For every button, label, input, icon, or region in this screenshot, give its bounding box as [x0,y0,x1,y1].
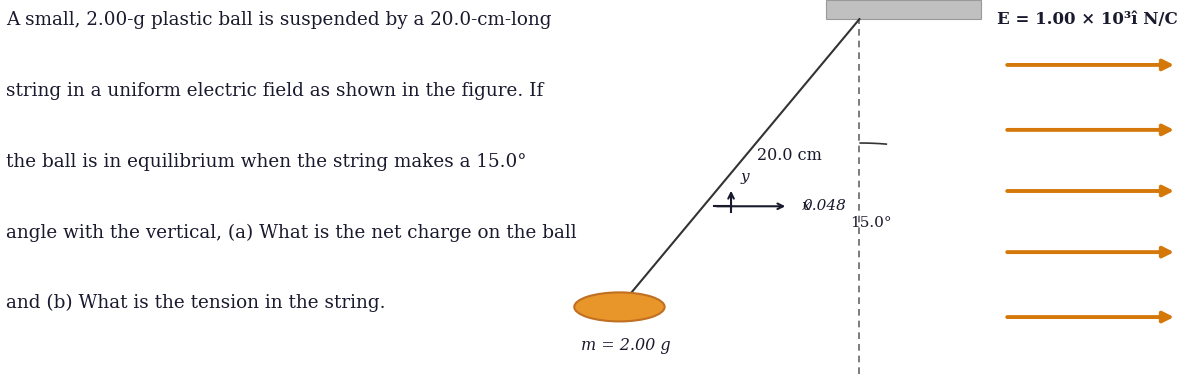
Circle shape [575,292,665,321]
Text: 15.0°: 15.0° [850,215,892,230]
Text: 20.0 cm: 20.0 cm [757,147,822,164]
Text: angle with the vertical, (a) What is the net charge on the ball: angle with the vertical, (a) What is the… [6,223,576,242]
Text: and (b) What is the tension in the string.: and (b) What is the tension in the strin… [6,294,385,312]
Text: A small, 2.00-g plastic ball is suspended by a 20.0-cm-long: A small, 2.00-g plastic ball is suspende… [6,11,552,29]
Text: m = 2.00 g: m = 2.00 g [581,337,670,354]
Text: E = 1.00 × 10³î N/C: E = 1.00 × 10³î N/C [997,11,1178,29]
Text: y: y [740,170,749,184]
Text: 0.048: 0.048 [803,199,846,213]
FancyBboxPatch shape [826,0,980,19]
Text: x: x [803,199,811,213]
Text: string in a uniform electric field as shown in the figure. If: string in a uniform electric field as sh… [6,82,544,100]
Text: the ball is in equilibrium when the string makes a 15.0°: the ball is in equilibrium when the stri… [6,153,527,171]
